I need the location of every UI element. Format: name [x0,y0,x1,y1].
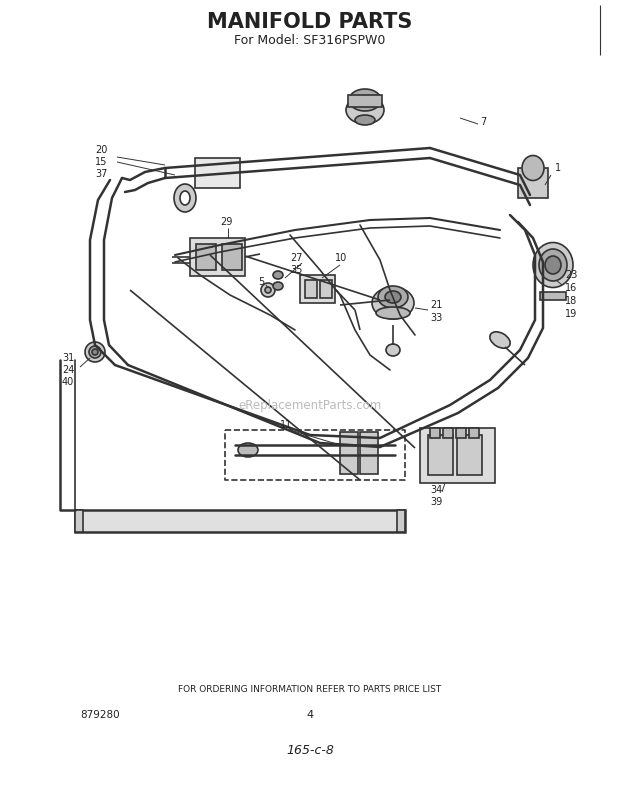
Ellipse shape [385,291,401,303]
Bar [300,275,335,303]
Text: 23: 23 [565,270,577,280]
Ellipse shape [273,271,283,279]
Text: FOR ORDERING INFORMATION REFER TO PARTS PRICE LIST: FOR ORDERING INFORMATION REFER TO PARTS … [179,686,441,694]
Ellipse shape [349,89,381,111]
Text: 33: 33 [430,313,442,323]
Text: MANIFOLD PARTS: MANIFOLD PARTS [207,12,413,32]
Text: 19: 19 [565,309,577,319]
Text: 40: 40 [62,377,74,387]
Ellipse shape [238,443,258,457]
Text: 39: 39 [430,497,442,507]
Ellipse shape [545,256,561,274]
Bar [397,510,405,532]
Text: 24: 24 [62,365,74,375]
Ellipse shape [89,346,101,358]
Bar [305,280,317,298]
Bar [420,428,495,483]
Text: 10: 10 [335,253,347,263]
Text: 29: 29 [220,217,232,227]
Ellipse shape [386,344,400,356]
Text: 21: 21 [430,300,443,310]
Ellipse shape [273,282,283,290]
Bar [320,280,332,298]
Bar [456,428,466,438]
Ellipse shape [378,286,408,308]
Ellipse shape [92,349,98,355]
Text: 15: 15 [95,157,107,167]
Bar [430,428,440,438]
Bar [518,168,548,198]
Ellipse shape [355,115,375,125]
Ellipse shape [490,332,510,348]
Bar [190,238,245,276]
Ellipse shape [346,96,384,124]
Bar [222,244,242,270]
Text: 20: 20 [95,145,107,155]
Bar [428,435,453,475]
Ellipse shape [376,307,410,319]
Ellipse shape [522,155,544,181]
Text: 35: 35 [290,265,303,275]
Bar [360,432,378,474]
Bar [540,292,566,300]
Bar [340,432,358,474]
Bar [195,158,240,188]
Text: 4: 4 [306,710,314,720]
Ellipse shape [174,184,196,212]
Ellipse shape [372,287,414,319]
Text: 165-c-8: 165-c-8 [286,743,334,757]
Ellipse shape [85,342,105,362]
Ellipse shape [261,283,275,297]
Bar [196,244,216,270]
Text: 879280: 879280 [80,710,120,720]
Bar [75,510,83,532]
Bar [443,428,453,438]
Text: 1: 1 [555,163,561,173]
Bar [457,435,482,475]
Text: 5: 5 [258,277,264,287]
Text: For Model: SF316PSPW0: For Model: SF316PSPW0 [234,33,386,47]
Bar [469,428,479,438]
Text: 34: 34 [430,485,442,495]
Text: 27: 27 [290,253,303,263]
Bar [348,95,382,107]
Text: 31: 31 [62,353,74,363]
Ellipse shape [533,242,573,287]
Text: 7: 7 [480,117,486,127]
Text: 16: 16 [565,283,577,293]
Text: 11: 11 [280,420,292,430]
Text: 18: 18 [565,296,577,306]
Text: 37: 37 [95,169,107,179]
Ellipse shape [265,287,271,293]
Bar [75,510,405,532]
Ellipse shape [180,191,190,205]
Text: eReplacementParts.com: eReplacementParts.com [238,398,382,412]
Ellipse shape [539,249,567,281]
